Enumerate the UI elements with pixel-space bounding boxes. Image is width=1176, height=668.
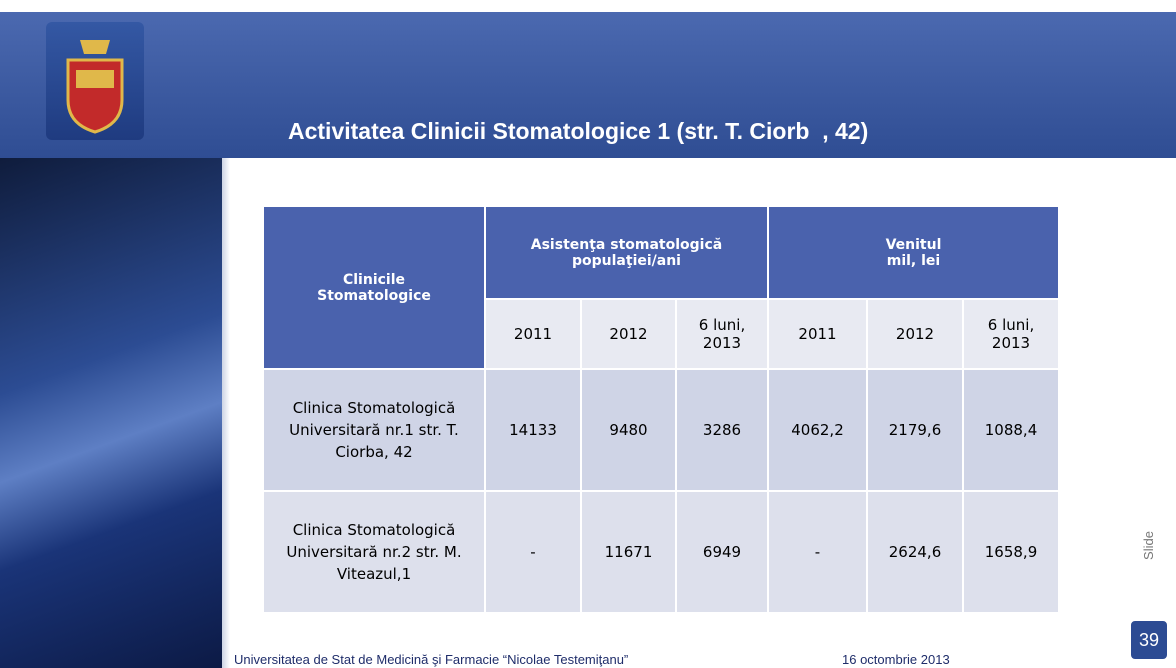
- table-cell: Clinica Stomatologică Universitară nr.1 …: [263, 369, 485, 491]
- header-cell: Asistenţa stomatologică populaţiei/ani: [485, 206, 768, 299]
- table-cell: 3286: [676, 369, 768, 491]
- cell-text: -: [486, 543, 580, 561]
- cell-text: 3286: [677, 421, 767, 439]
- table-cell: -: [485, 491, 581, 613]
- cell-text: 1658,9: [964, 543, 1058, 561]
- slide-title: Activitatea Clinicii Stomatologice 1 (st…: [288, 118, 868, 145]
- cell-text: 6949: [677, 543, 767, 561]
- table-cell: 11671: [581, 491, 676, 613]
- table-cell: 2011: [485, 299, 581, 369]
- table-cell: 1088,4: [963, 369, 1059, 491]
- header-text: Clinicile Stomatologice: [299, 272, 449, 304]
- cell-text: 2012: [884, 325, 946, 343]
- footer-date: 16 octombrie 2013: [842, 652, 950, 667]
- table-cell: 2624,6: [867, 491, 963, 613]
- table-cell: -: [768, 491, 867, 613]
- cell-text: Clinica Stomatologică Universitară nr.1 …: [274, 397, 474, 463]
- table-cell: 14133: [485, 369, 581, 491]
- cell-text: 2624,6: [868, 543, 962, 561]
- cell-text: 2011: [502, 325, 564, 343]
- cell-text: 6 luni, 2013: [980, 316, 1042, 352]
- side-edge: [222, 158, 230, 668]
- table-cell: 6 luni, 2013: [676, 299, 768, 369]
- logo-crest: [46, 22, 144, 140]
- table-cell: 6 luni, 2013: [963, 299, 1059, 369]
- table-cell: 2179,6: [867, 369, 963, 491]
- header-text: Asistenţa stomatologică populaţiei/ani: [527, 237, 727, 269]
- cell-text: 9480: [582, 421, 675, 439]
- slide-label: Slide: [1141, 531, 1156, 560]
- cell-text: -: [769, 543, 866, 561]
- table-cell: 2011: [768, 299, 867, 369]
- slide-number: 39: [1130, 620, 1168, 660]
- cell-text: 14133: [486, 421, 580, 439]
- header-text: Venitul mil, lei: [874, 237, 954, 269]
- table-cell: 6949: [676, 491, 768, 613]
- data-table: Clinicile Stomatologice Asistenţa stomat…: [262, 205, 1060, 614]
- table-cell: 9480: [581, 369, 676, 491]
- table-cell: 4062,2: [768, 369, 867, 491]
- cell-text: 1088,4: [964, 421, 1058, 439]
- table-cell: 1658,9: [963, 491, 1059, 613]
- logo: [46, 22, 144, 140]
- table-cell: Clinica Stomatologică Universitară nr.2 …: [263, 491, 485, 613]
- cell-text: 2011: [787, 325, 849, 343]
- cell-text: 6 luni, 2013: [691, 316, 753, 352]
- header-cell: Clinicile Stomatologice: [263, 206, 485, 369]
- slide-page: Activitatea Clinicii Stomatologice 1 (st…: [0, 0, 1176, 668]
- cell-text: Clinica Stomatologică Universitară nr.2 …: [274, 519, 474, 585]
- table-cell: 2012: [581, 299, 676, 369]
- header-cell: Venitul mil, lei: [768, 206, 1059, 299]
- cell-text: 4062,2: [769, 421, 866, 439]
- cell-text: 11671: [582, 543, 675, 561]
- cell-text: 2179,6: [868, 421, 962, 439]
- cell-text: 2012: [598, 325, 660, 343]
- side-image: [0, 158, 222, 668]
- table-cell: 2012: [867, 299, 963, 369]
- footer-university: Universitatea de Stat de Medicină şi Far…: [234, 652, 628, 667]
